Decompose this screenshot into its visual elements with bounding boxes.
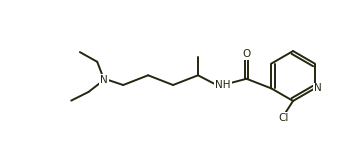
Text: N: N xyxy=(314,83,321,93)
Text: NH: NH xyxy=(215,80,231,90)
Text: N: N xyxy=(100,75,108,85)
Text: Cl: Cl xyxy=(278,113,289,123)
Text: O: O xyxy=(242,49,251,59)
